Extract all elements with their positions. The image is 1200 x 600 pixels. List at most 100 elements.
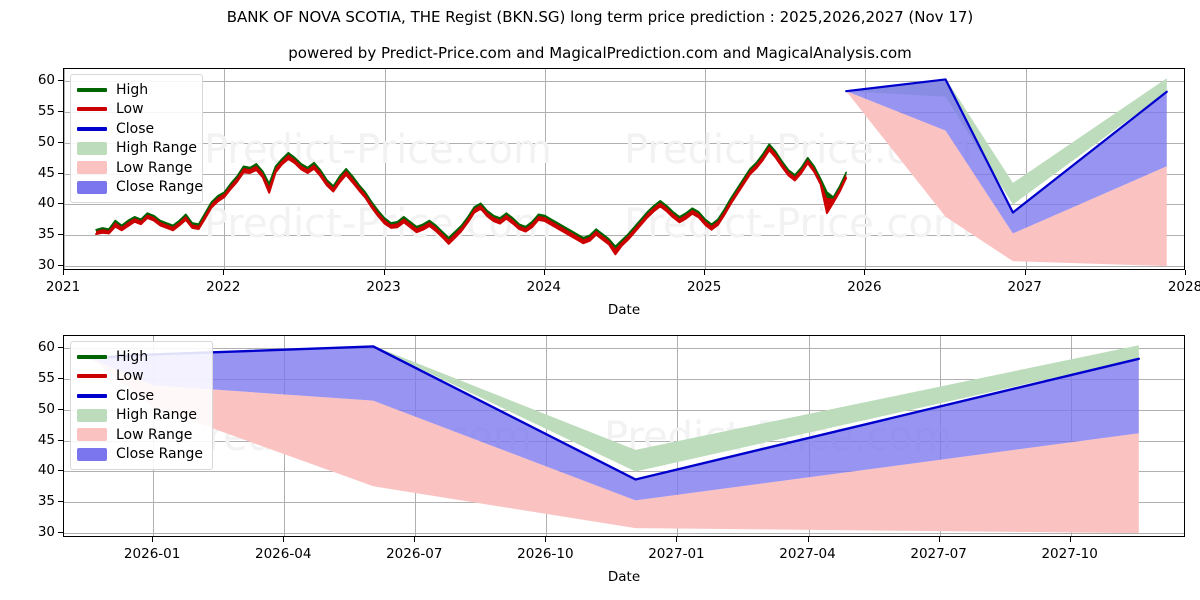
x-tick-label: 2023 bbox=[366, 279, 400, 295]
bottom-x-axis-label: Date bbox=[608, 569, 640, 585]
y-tick-mark bbox=[58, 203, 63, 204]
legend-label: Close Range bbox=[116, 447, 203, 461]
series-layer bbox=[64, 336, 1185, 537]
x-tick-label: 2026-10 bbox=[517, 546, 573, 562]
y-tick-mark bbox=[58, 501, 63, 502]
legend-label: Low bbox=[116, 369, 144, 383]
legend-label: High Range bbox=[116, 408, 197, 422]
legend-swatch-high-icon bbox=[77, 355, 107, 359]
x-tick-mark bbox=[1185, 270, 1186, 275]
legend-swatch-low-icon bbox=[77, 107, 107, 111]
y-tick-mark bbox=[58, 532, 63, 533]
legend-item-high-range: High Range bbox=[77, 406, 204, 426]
chart-page: BANK OF NOVA SCOTIA, THE Regist (BKN.SG)… bbox=[0, 0, 1200, 600]
legend-swatch-low-range-icon bbox=[77, 428, 107, 441]
x-tick-mark bbox=[808, 537, 809, 542]
x-tick-mark bbox=[152, 537, 153, 542]
y-tick-mark bbox=[58, 111, 63, 112]
legend-swatch-high-range-icon bbox=[77, 409, 107, 422]
y-tick-label: 55 bbox=[15, 370, 55, 386]
legend-label: Close bbox=[116, 389, 154, 403]
y-tick-mark bbox=[58, 80, 63, 81]
y-tick-label: 50 bbox=[15, 134, 55, 150]
bottom-plot-area: Predict-Price.comPredict-Price.com bbox=[63, 335, 1185, 537]
y-tick-mark bbox=[58, 265, 63, 266]
y-tick-mark bbox=[58, 173, 63, 174]
y-tick-label: 40 bbox=[15, 195, 55, 211]
x-tick-mark bbox=[676, 537, 677, 542]
x-tick-label: 2027-10 bbox=[1041, 546, 1097, 562]
x-tick-mark bbox=[864, 270, 865, 275]
y-tick-mark bbox=[58, 378, 63, 379]
bottom-chart-legend: High Low Close High Range Low Range Close Ran… bbox=[70, 341, 213, 470]
legend-swatch-high-icon bbox=[77, 88, 107, 92]
y-tick-label: 30 bbox=[15, 257, 55, 273]
y-tick-label: 55 bbox=[15, 103, 55, 119]
x-tick-label: 2027-07 bbox=[910, 546, 966, 562]
legend-item-close-range: Close Range bbox=[77, 445, 204, 465]
x-tick-mark bbox=[1070, 537, 1071, 542]
x-tick-mark bbox=[414, 537, 415, 542]
y-tick-mark bbox=[58, 234, 63, 235]
y-tick-mark bbox=[58, 347, 63, 348]
x-tick-mark bbox=[1025, 270, 1026, 275]
legend-swatch-close-icon bbox=[77, 394, 107, 398]
legend-item-high: High bbox=[77, 80, 194, 100]
x-tick-label: 2026-07 bbox=[386, 546, 442, 562]
x-tick-mark bbox=[223, 270, 224, 275]
legend-swatch-low-range-icon bbox=[77, 161, 107, 174]
y-tick-label: 35 bbox=[15, 493, 55, 509]
history-high-line-top bbox=[96, 144, 846, 246]
x-tick-label: 2027 bbox=[1008, 279, 1042, 295]
x-tick-label: 2027-01 bbox=[648, 546, 704, 562]
legend-label: High Range bbox=[116, 141, 197, 155]
x-tick-mark bbox=[384, 270, 385, 275]
legend-label: Low bbox=[116, 102, 144, 116]
x-tick-label: 2026-04 bbox=[255, 546, 311, 562]
legend-item-high-range: High Range bbox=[77, 139, 194, 159]
x-tick-label: 2026 bbox=[847, 279, 881, 295]
x-tick-label: 2025 bbox=[687, 279, 721, 295]
legend-label: High bbox=[116, 83, 148, 97]
y-tick-mark bbox=[58, 409, 63, 410]
legend-swatch-high-range-icon bbox=[77, 142, 107, 155]
legend-swatch-close-range-icon bbox=[77, 448, 107, 461]
chart-subtitle: powered by Predict-Price.com and Magical… bbox=[0, 44, 1200, 62]
legend-item-high: High bbox=[77, 347, 204, 367]
top-x-axis-label: Date bbox=[608, 302, 640, 318]
y-tick-label: 60 bbox=[15, 72, 55, 88]
top-chart-legend: High Low Close High Range Low Range Close Ran… bbox=[70, 74, 203, 203]
legend-label: High bbox=[116, 350, 148, 364]
x-tick-mark bbox=[545, 537, 546, 542]
x-tick-mark bbox=[283, 537, 284, 542]
y-tick-label: 60 bbox=[15, 339, 55, 355]
legend-swatch-close-range-icon bbox=[77, 181, 107, 194]
y-tick-label: 50 bbox=[15, 401, 55, 417]
legend-item-close: Close bbox=[77, 386, 204, 406]
y-tick-label: 30 bbox=[15, 524, 55, 540]
legend-item-low: Low bbox=[77, 100, 194, 120]
legend-swatch-close-icon bbox=[77, 127, 107, 131]
y-tick-mark bbox=[58, 142, 63, 143]
x-tick-mark bbox=[63, 270, 64, 275]
legend-item-close: Close bbox=[77, 119, 194, 139]
x-tick-mark bbox=[704, 270, 705, 275]
legend-item-low: Low bbox=[77, 367, 204, 387]
legend-label: Low Range bbox=[116, 161, 192, 175]
legend-item-close-range: Close Range bbox=[77, 178, 194, 198]
legend-label: Close Range bbox=[116, 180, 203, 194]
x-tick-label: 2022 bbox=[206, 279, 240, 295]
x-tick-label: 2027-04 bbox=[779, 546, 835, 562]
x-tick-mark bbox=[544, 270, 545, 275]
x-tick-label: 2028 bbox=[1168, 279, 1200, 295]
y-tick-mark bbox=[58, 470, 63, 471]
top-plot-area: Predict-Price.comPredict-Price.comPredic… bbox=[63, 68, 1185, 270]
legend-label: Low Range bbox=[116, 428, 192, 442]
x-tick-label: 2024 bbox=[527, 279, 561, 295]
y-tick-label: 45 bbox=[15, 432, 55, 448]
y-tick-label: 40 bbox=[15, 462, 55, 478]
legend-swatch-low-icon bbox=[77, 374, 107, 378]
x-tick-mark bbox=[939, 537, 940, 542]
chart-title: BANK OF NOVA SCOTIA, THE Regist (BKN.SG)… bbox=[0, 8, 1200, 26]
legend-label: Close bbox=[116, 122, 154, 136]
